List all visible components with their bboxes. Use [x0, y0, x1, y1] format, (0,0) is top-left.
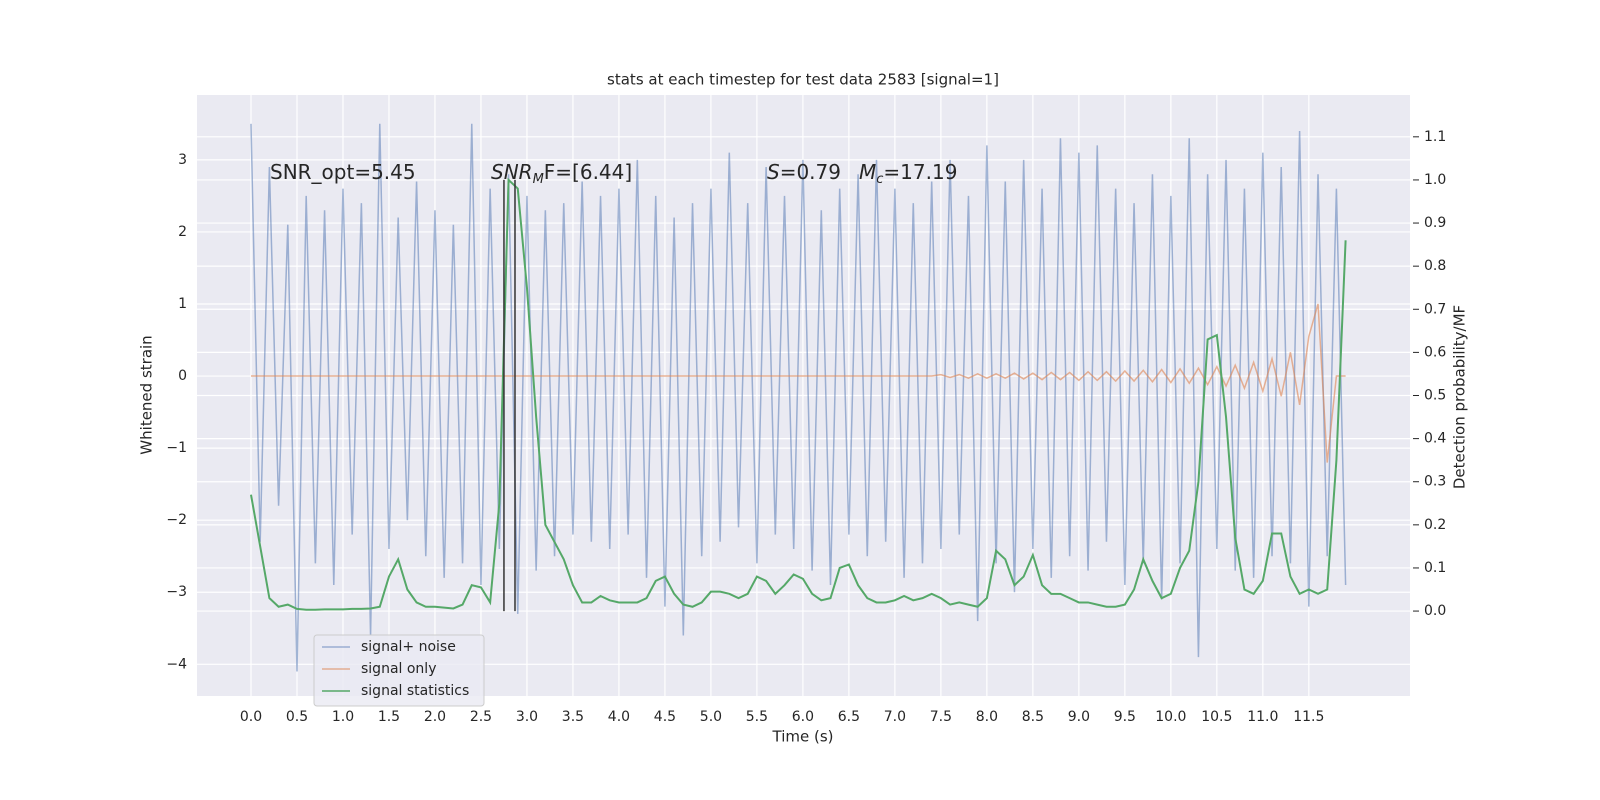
y-tick-label: 1 [178, 296, 187, 312]
y-tick-label: 3 [178, 152, 187, 168]
annotation-italic: S [767, 160, 780, 184]
annotation: SNRMF=[6.44] [491, 160, 632, 187]
x-tick-label: 10.5 [1201, 709, 1232, 725]
y2-tick-label: 0.9 [1424, 215, 1446, 231]
y-tick-label: −1 [166, 440, 187, 456]
annotation-sub: M [533, 172, 544, 187]
x-axis-label: Time (s) [772, 728, 834, 746]
y2-tick-label: 0.3 [1424, 474, 1446, 490]
legend-label: signal statistics [361, 683, 469, 699]
x-tick-label: 1.5 [378, 709, 400, 725]
x-tick-label: 6.5 [838, 709, 860, 725]
x-tick-label: 7.5 [930, 709, 952, 725]
y-tick-label: −4 [166, 656, 187, 672]
annotation-text: F=[6.44] [544, 160, 632, 184]
annotation-text: =17.19 [883, 160, 957, 184]
y2-tick-label: 0.5 [1424, 388, 1446, 404]
x-tick-label: 8.5 [1022, 709, 1044, 725]
y2-axis-label: Detection probability/MF [1451, 305, 1469, 489]
x-tick-label: 9.0 [1068, 709, 1090, 725]
x-tick-label: 5.5 [746, 709, 768, 725]
y-axis-label: Whitened strain [138, 335, 156, 454]
y-tick-label: 0 [178, 368, 187, 384]
x-tick-label: 3.0 [516, 709, 538, 725]
annotation: Mc=17.19 [859, 160, 957, 187]
annotation-italic: M [859, 160, 876, 184]
annotation: SNR_opt=5.45 [270, 160, 416, 184]
legend-box [313, 634, 485, 707]
annotation-text: =0.79 [780, 160, 841, 184]
series-line [250, 303, 1346, 463]
x-tick-label: 10.0 [1155, 709, 1186, 725]
y2-tick-label: 0.0 [1424, 603, 1446, 619]
y2-tick-label: 0.4 [1424, 431, 1446, 447]
chart-title: stats at each timestep for test data 258… [607, 71, 999, 89]
x-tick-label: 0.5 [286, 709, 308, 725]
annotation: S=0.79 [767, 160, 841, 184]
series-line [250, 123, 1347, 672]
y-tick-label: −3 [166, 584, 187, 600]
y2-tick-label: 0.6 [1424, 344, 1446, 360]
legend-label: signal only [361, 661, 436, 677]
y2-tick-label: 0.7 [1424, 301, 1446, 317]
x-tick-label: 0.0 [240, 709, 262, 725]
x-tick-label: 1.0 [332, 709, 354, 725]
x-tick-label: 8.0 [976, 709, 998, 725]
x-tick-label: 4.5 [654, 709, 676, 725]
y-tick-label: 2 [178, 224, 187, 240]
x-tick-label: 2.5 [470, 709, 492, 725]
x-tick-label: 9.5 [1114, 709, 1136, 725]
x-tick-label: 2.0 [424, 709, 446, 725]
x-tick-label: 3.5 [562, 709, 584, 725]
x-tick-label: 6.0 [792, 709, 814, 725]
series-line [250, 177, 1347, 611]
x-tick-label: 7.0 [884, 709, 906, 725]
x-tick-label: 11.5 [1293, 709, 1324, 725]
annotation-italic: SNR [491, 160, 533, 184]
annotation-text: SNR_opt=5.45 [270, 160, 416, 184]
y2-tick-label: 0.2 [1424, 517, 1446, 533]
y-tick-label: −2 [166, 512, 187, 528]
x-tick-label: 4.0 [608, 709, 630, 725]
y2-tick-label: 0.8 [1424, 258, 1446, 274]
x-tick-label: 5.0 [700, 709, 722, 725]
x-tick-label: 11.0 [1247, 709, 1278, 725]
legend-label: signal+ noise [361, 639, 456, 655]
annotation-sub: c [876, 172, 883, 187]
y2-tick-label: 1.0 [1424, 172, 1446, 188]
y2-tick-label: 0.1 [1424, 560, 1446, 576]
y2-tick-label: 1.1 [1424, 129, 1446, 145]
